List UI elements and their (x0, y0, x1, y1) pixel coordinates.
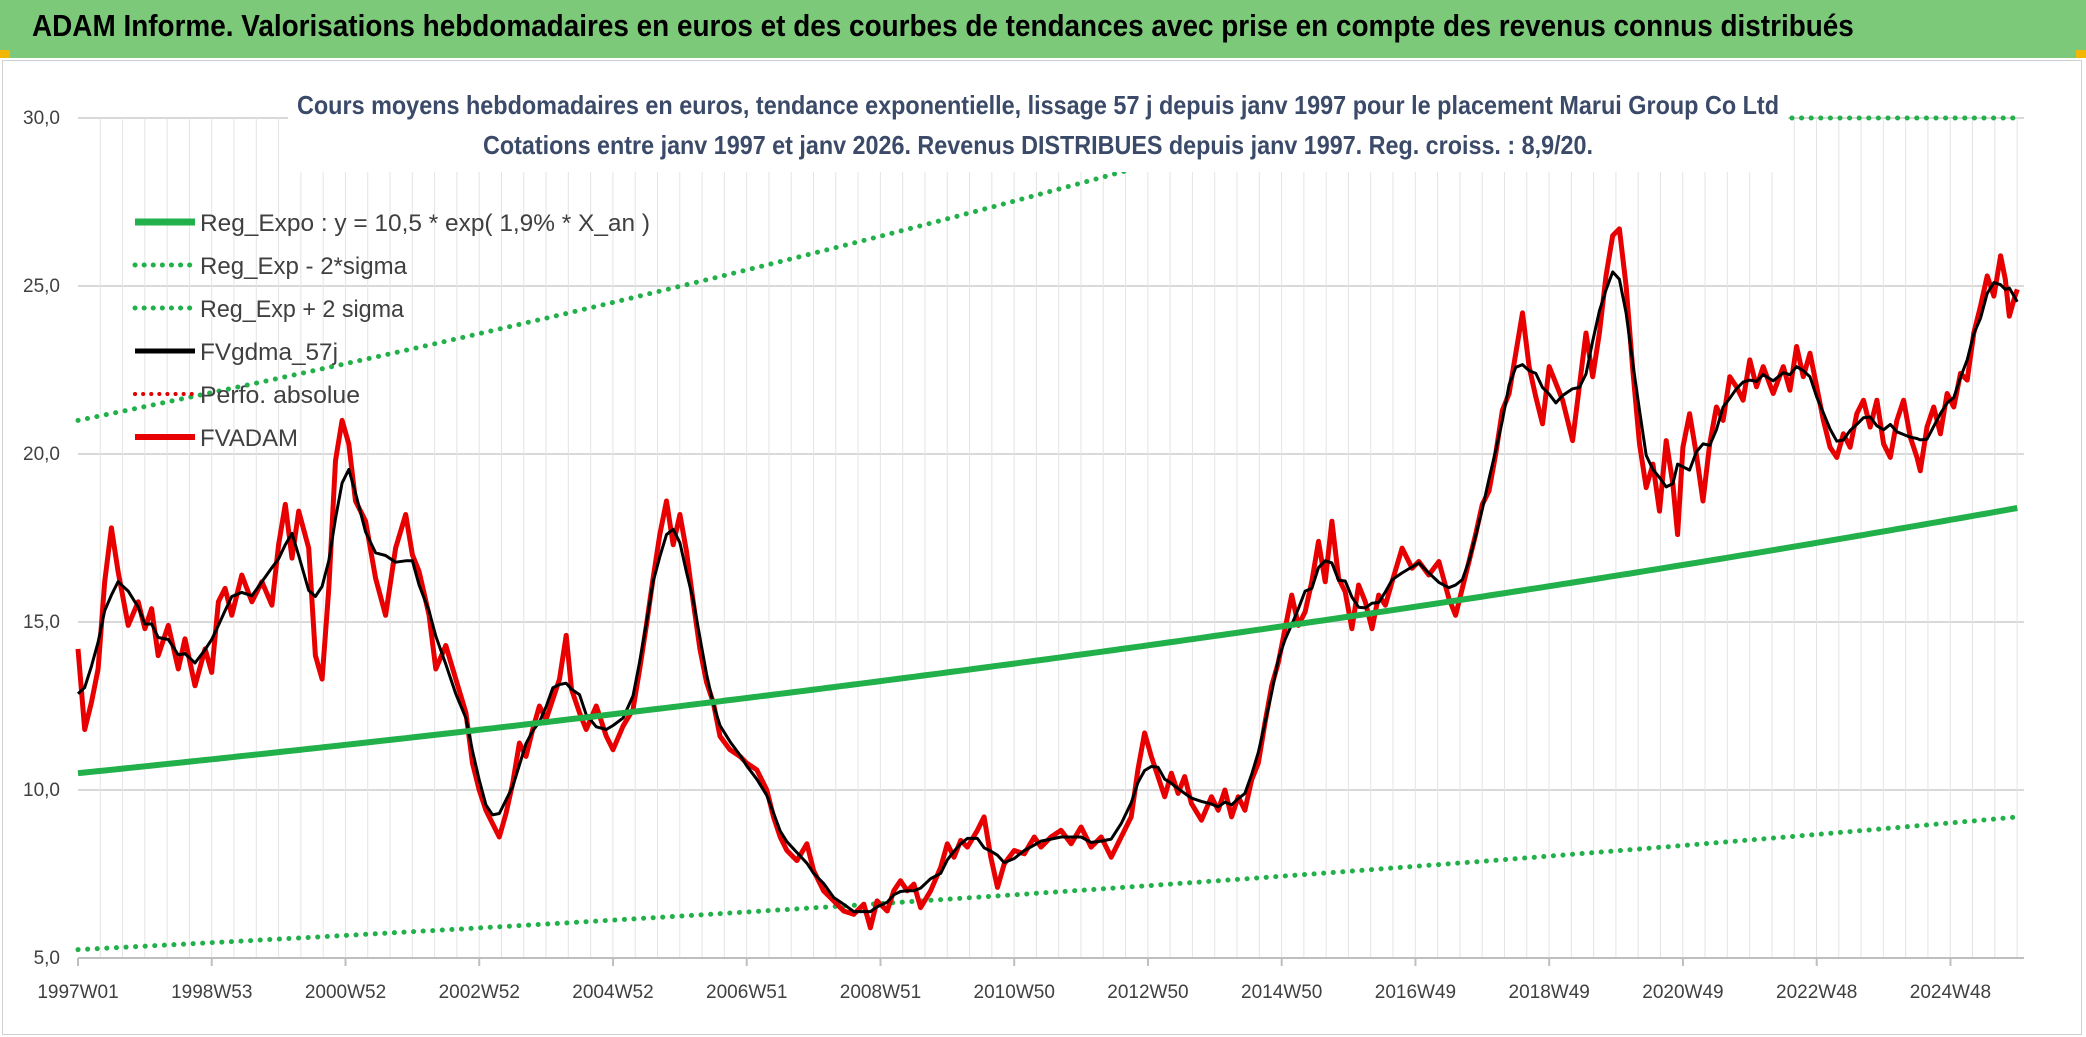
x-tick-label: 2024W48 (1910, 982, 1991, 1003)
header-banner: ADAM Informe. Valorisations hebdomadaire… (0, 0, 2086, 58)
legend-item-perfo-absolue: Perfo. absolue (133, 382, 360, 409)
chart-title-line2: Cotations entre janv 1997 et janv 2026. … (483, 130, 1593, 160)
title-background (288, 84, 1788, 172)
y-tick-label: 15,0 (23, 612, 60, 633)
legend-item-reg-exp-lower: Reg_Exp - 2*sigma (132, 253, 408, 280)
legend-label-reg-expo: Reg_Expo : y = 10,5 * exp( 1,9% * X_an ) (200, 210, 650, 237)
series-layer (75, 115, 2020, 953)
legend-label-fvgdma: FVgdma_57j (200, 339, 338, 366)
x-tick-label: 2022W48 (1776, 982, 1857, 1003)
x-tick-label: 2010W50 (974, 982, 1055, 1003)
x-tick-label: 2006W51 (706, 982, 787, 1003)
chart-title-line1: Cours moyens hebdomadaires en euros, ten… (297, 90, 1779, 120)
x-tick-label: 1997W01 (37, 982, 118, 1003)
y-tick-label: 20,0 (23, 444, 60, 465)
legend-label-perfo-absolue: Perfo. absolue (200, 382, 360, 409)
x-tick-label: 2020W49 (1642, 982, 1723, 1003)
x-tick-label: 2018W49 (1509, 982, 1590, 1003)
x-tick-label: 2014W50 (1241, 982, 1322, 1003)
series-fvgdma-57j (76, 270, 2019, 914)
legend-item-fvgdma: FVgdma_57j (135, 339, 338, 366)
corner-marker-right (2076, 50, 2086, 58)
corner-marker-left (0, 50, 10, 58)
series-reg-exp-lower (75, 814, 2020, 953)
axes: 5,0 10,0 15,0 20,0 25,0 30,0 1997W01 1998W53 200… (23, 108, 2024, 1003)
legend: Reg_Expo : y = 10,5 * exp( 1,9% * X_an )… (132, 210, 650, 452)
x-tick-label: 2012W50 (1107, 982, 1188, 1003)
y-tick-label: 5,0 (34, 948, 60, 969)
chart-title-group: Cours moyens hebdomadaires en euros, ten… (288, 84, 1788, 172)
y-tick-label: 10,0 (23, 780, 60, 801)
y-tick-label: 25,0 (23, 276, 60, 297)
legend-label-fvadam: FVADAM (200, 425, 298, 452)
x-tick-label: 2004W52 (572, 982, 653, 1003)
x-tick-label: 2016W49 (1375, 982, 1456, 1003)
y-tick-label: 30,0 (23, 108, 60, 129)
legend-item-reg-expo: Reg_Expo : y = 10,5 * exp( 1,9% * X_an ) (135, 210, 650, 237)
page-title: ADAM Informe. Valorisations hebdomadaire… (32, 8, 1854, 43)
x-tick-label: 2002W52 (439, 982, 520, 1003)
legend-item-fvadam: FVADAM (135, 425, 298, 452)
legend-item-reg-exp-upper: Reg_Exp + 2 sigma (132, 296, 405, 323)
series-fvadam (75, 226, 2020, 931)
legend-label-reg-exp-upper: Reg_Exp + 2 sigma (200, 296, 405, 323)
series-reg-exp-upper (75, 116, 1311, 423)
x-tick-label: 2000W52 (305, 982, 386, 1003)
x-tick-label: 2008W51 (840, 982, 921, 1003)
chart-frame (2, 60, 2082, 1035)
legend-label-reg-exp-lower: Reg_Exp - 2*sigma (200, 253, 408, 280)
x-tick-label: 1998W53 (171, 982, 252, 1003)
series-reg-expo (77, 505, 2018, 777)
